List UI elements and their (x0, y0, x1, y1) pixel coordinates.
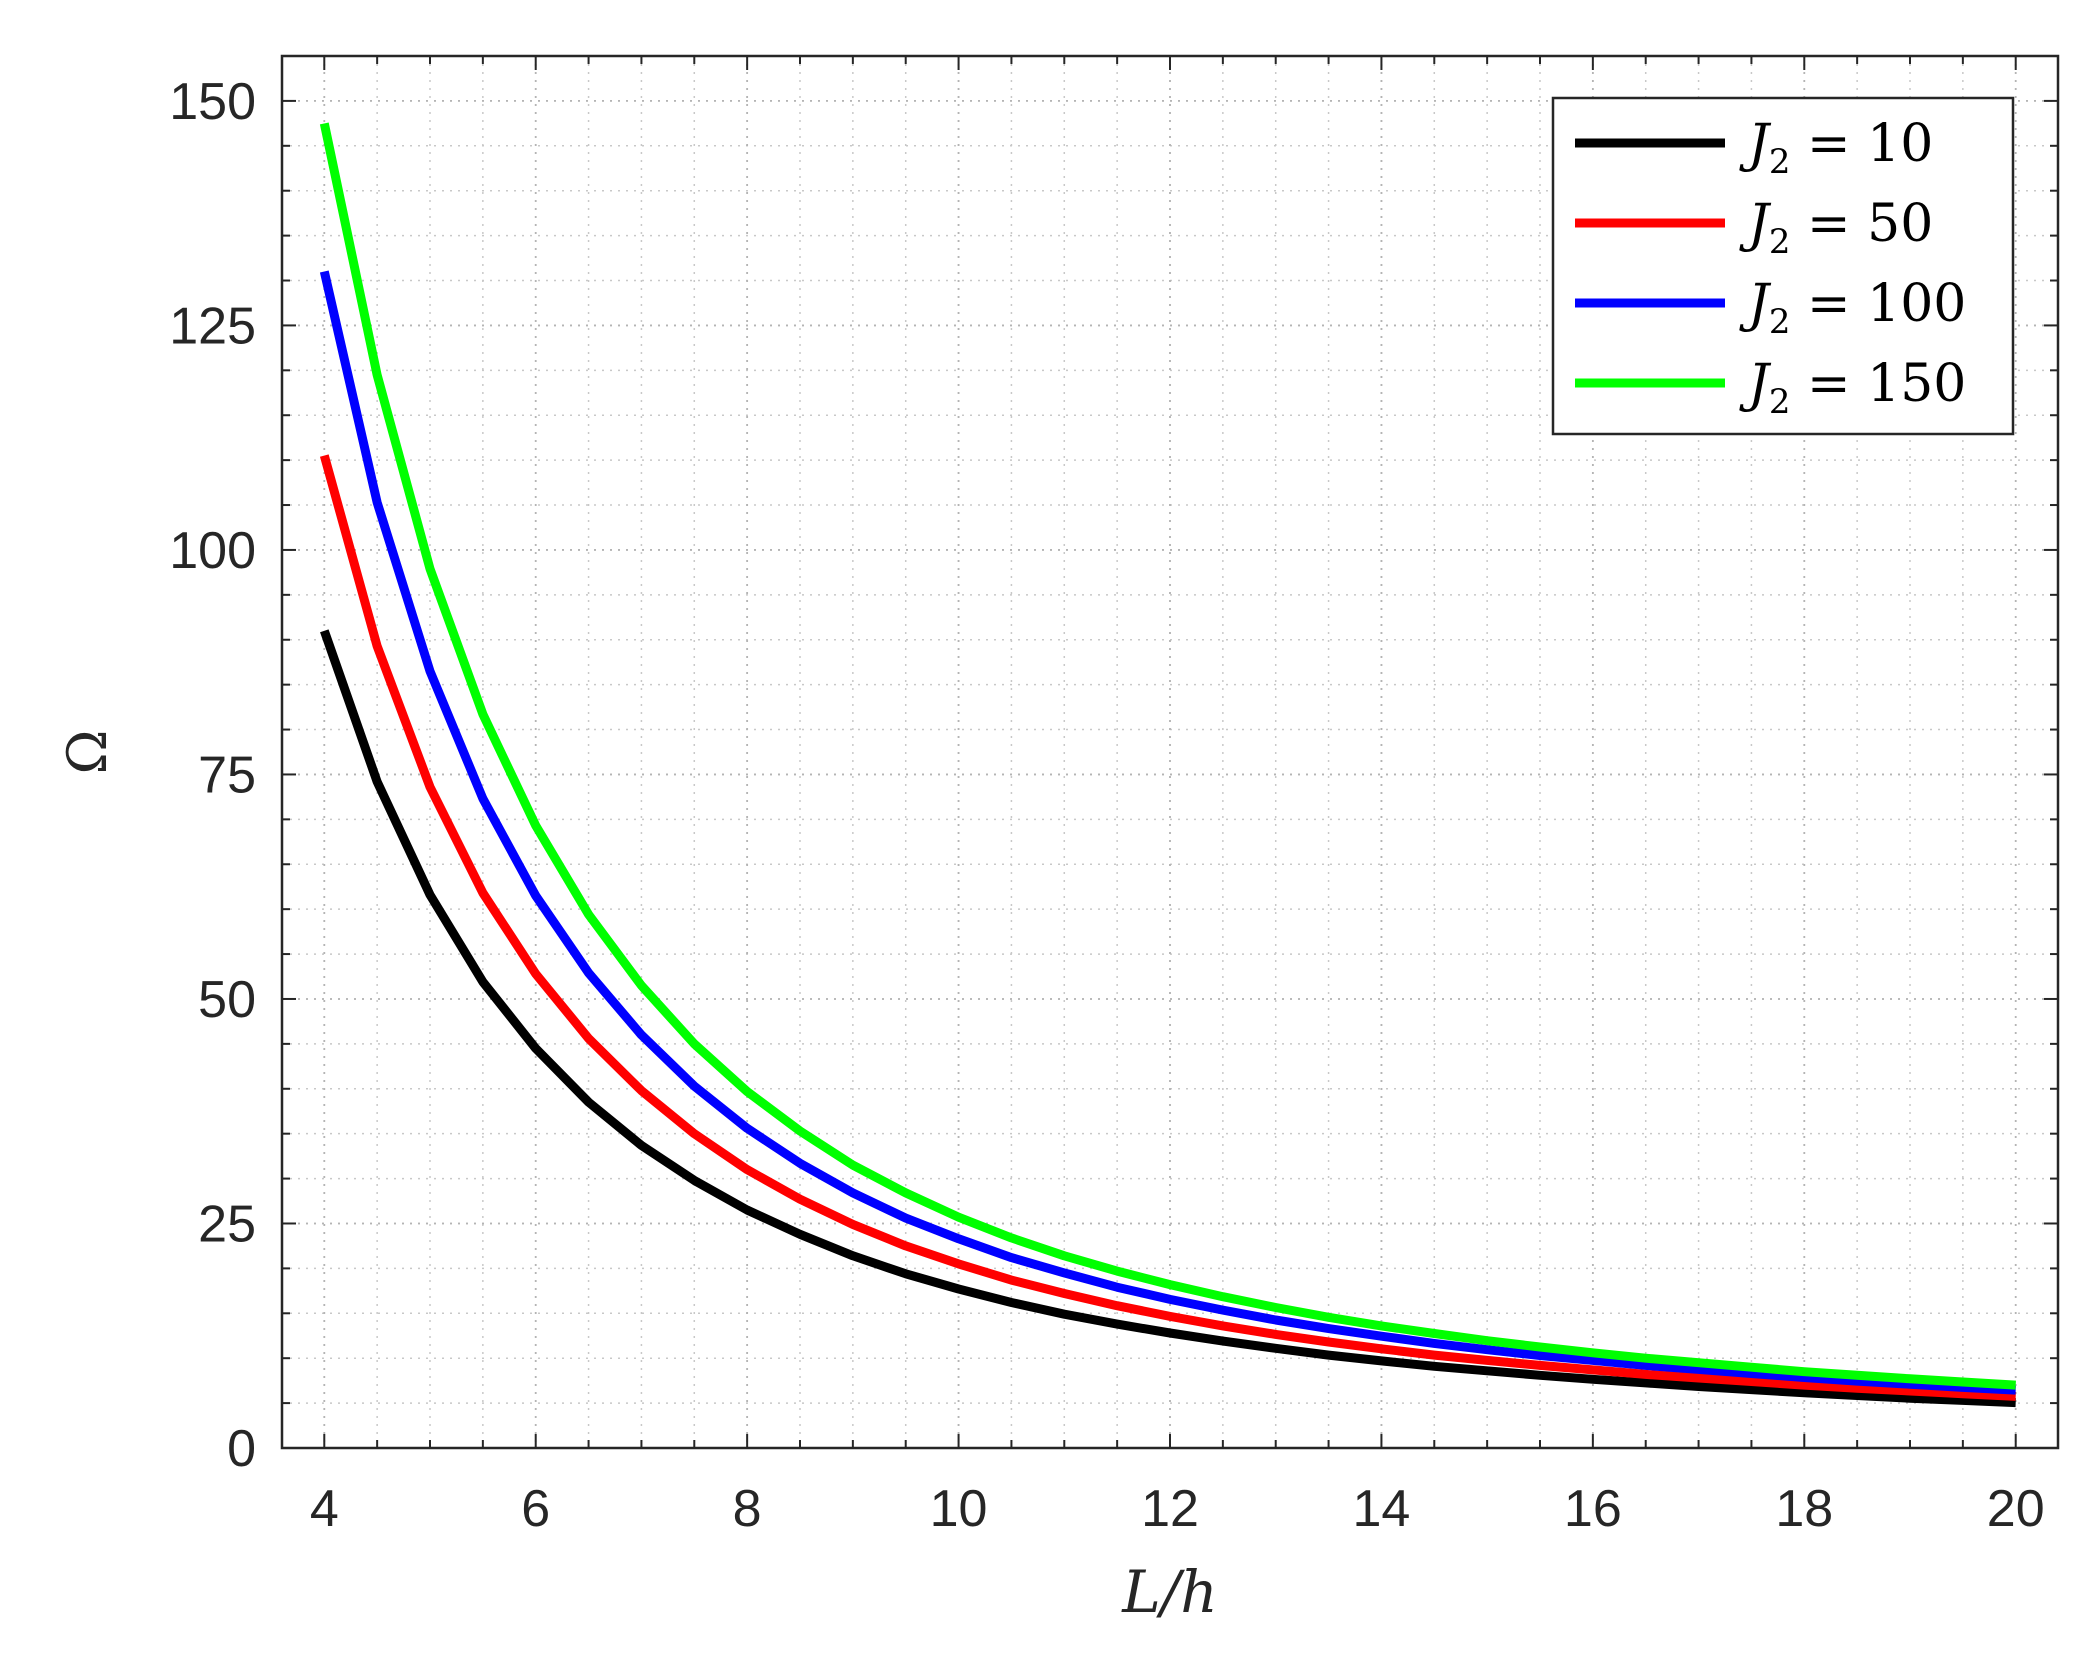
y-tick-label: 125 (169, 297, 256, 355)
y-tick-label: 100 (169, 522, 256, 580)
legend-label-value: = 10 (1791, 114, 1934, 174)
x-tick-label: 14 (1353, 1480, 1411, 1538)
y-tick-label: 25 (198, 1195, 256, 1253)
legend-label-subscript: 2 (1769, 302, 1791, 342)
major-grid (282, 56, 2058, 1448)
x-tick-label: 6 (521, 1480, 550, 1538)
legend-label-value: = 100 (1791, 274, 1967, 334)
legend-label-subscript: 2 (1769, 142, 1791, 182)
y-tick-label: 0 (227, 1420, 256, 1478)
legend-entries: J2 = 10 J2 = 50 J2 = 100 J2 = 150 (1575, 114, 1966, 422)
series-line-4 (319, 122, 2016, 1390)
y-tick-label: 50 (198, 971, 256, 1029)
y-tick-label: 150 (169, 73, 256, 131)
legend-label-3: J2 = 100 (1739, 274, 1966, 342)
y-axis-tick-labels: 0 25 50 75 100 125 150 (169, 73, 256, 1478)
legend-box (1551, 96, 2015, 436)
legend-label-subscript: 2 (1769, 222, 1791, 262)
legend-label-2: J2 = 50 (1739, 194, 1933, 262)
legend: J2 = 10 J2 = 50 J2 = 100 J2 = 150 (1551, 96, 2015, 436)
x-axis-label: L/h (1121, 1558, 1217, 1626)
x-tick-label: 18 (1775, 1480, 1833, 1538)
series-line-1 (320, 629, 2016, 1408)
x-tick-label: 4 (310, 1480, 339, 1538)
legend-label-value: = 150 (1791, 354, 1967, 414)
series-lines (319, 122, 2016, 1408)
x-tick-label: 10 (930, 1480, 988, 1538)
y-axis-label: Ω (56, 730, 119, 775)
series-line-2 (319, 454, 2016, 1401)
y-tick-label: 75 (198, 746, 256, 804)
legend-label-subscript: 2 (1769, 382, 1791, 422)
legend-label-value: = 50 (1791, 194, 1934, 254)
legend-label-1: J2 = 10 (1739, 114, 1933, 182)
legend-label-4: J2 = 150 (1739, 354, 1966, 422)
x-tick-label: 12 (1141, 1480, 1199, 1538)
x-tick-label: 8 (733, 1480, 762, 1538)
axis-ticks (282, 56, 2058, 1449)
x-tick-label: 16 (1564, 1480, 1622, 1538)
x-axis-tick-labels: 4 6 8 10 12 14 16 18 20 (310, 1480, 2045, 1538)
series-line-3 (319, 270, 2016, 1395)
x-tick-label: 20 (1987, 1480, 2045, 1538)
